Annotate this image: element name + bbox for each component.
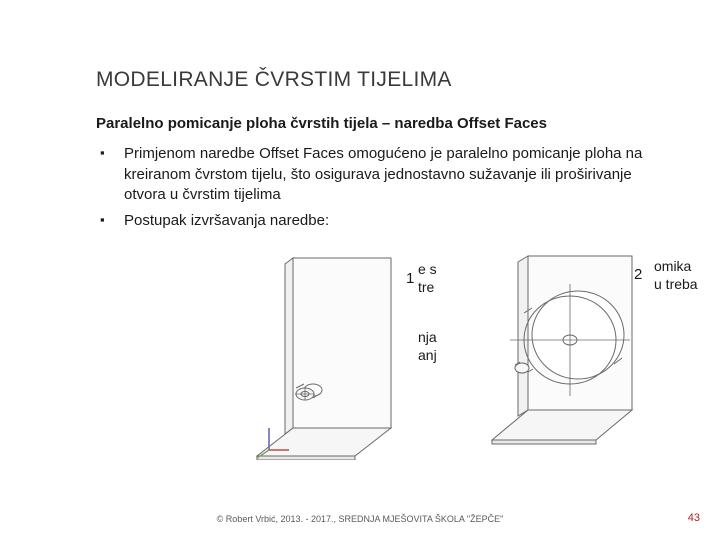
diagram-row: 1 e s tre 2 omika u treba nja anj (0, 250, 720, 460)
diagram-2 (470, 250, 660, 450)
footer-copyright: © Robert Vrbić, 2013. - 2017., SREDNJA M… (0, 514, 720, 524)
bullet-item: Postupak izvršavanja naredbe: (96, 211, 660, 231)
bullet-list: Primjenom naredbe Offset Faces omogućeno… (96, 144, 660, 231)
bullet-item: Primjenom naredbe Offset Faces omogućeno… (96, 144, 660, 205)
text-fragment: u treba (654, 275, 698, 294)
diagram-1 (245, 250, 425, 460)
slide-subtitle: Paralelno pomicanje ploha čvrstih tijela… (96, 114, 660, 134)
page-number: 43 (688, 512, 700, 524)
slide-title: MODELIRANJE ČVRSTIM TIJELIMA (96, 68, 660, 92)
